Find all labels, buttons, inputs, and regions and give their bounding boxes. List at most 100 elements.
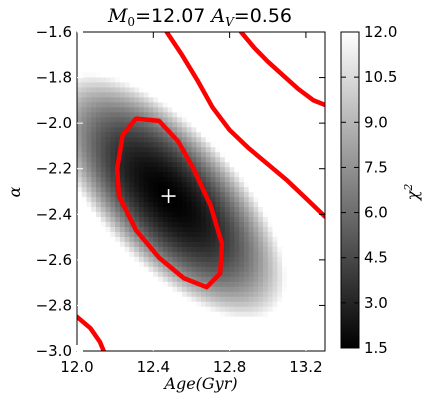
- heatmap-cell: [105, 36, 111, 43]
- heatmap-cell: [110, 106, 116, 113]
- y-tick-label: −2.0: [36, 114, 72, 132]
- heatmap-cell: [172, 32, 178, 38]
- heatmap-cell: [310, 66, 317, 73]
- heatmap-cell: [272, 116, 278, 123]
- heatmap-cell: [162, 186, 169, 193]
- heatmap-cell: [100, 186, 107, 193]
- heatmap-cell: [220, 76, 226, 83]
- heatmap-cell: [263, 131, 269, 138]
- heatmap-cell: [115, 146, 121, 153]
- heatmap-cell: [186, 106, 193, 113]
- heatmap-cell: [115, 56, 121, 63]
- heatmap-cell: [81, 271, 88, 277]
- heatmap-cell: [139, 61, 145, 68]
- heatmap-cell: [153, 321, 159, 327]
- heatmap-cell: [148, 186, 154, 193]
- heatmap-cell: [162, 51, 169, 58]
- heatmap-cell: [239, 186, 245, 193]
- heatmap-cell: [105, 126, 111, 133]
- heatmap-cell: [248, 56, 255, 63]
- heatmap-cell: [86, 246, 92, 252]
- heatmap-cell: [201, 56, 207, 63]
- heatmap-cell: [91, 321, 97, 327]
- heatmap-cell: [210, 51, 216, 58]
- heatmap-cell: [167, 186, 173, 193]
- heatmap-cell: [239, 111, 245, 118]
- heatmap-cell: [158, 241, 164, 247]
- heatmap-cell: [263, 236, 269, 242]
- heatmap-cell: [86, 231, 92, 237]
- heatmap-cell: [124, 146, 131, 153]
- heatmap-cell: [291, 346, 297, 351]
- heatmap-cell: [305, 296, 312, 302]
- heatmap-cell: [191, 296, 197, 302]
- heatmap-cell: [186, 36, 193, 43]
- heatmap-cell: [158, 36, 164, 43]
- heatmap-cell: [186, 311, 193, 317]
- heatmap-cell: [229, 261, 235, 267]
- heatmap-cell: [272, 126, 278, 133]
- heatmap-cell: [77, 226, 83, 232]
- heatmap-cell: [258, 226, 264, 232]
- heatmap-cell: [234, 116, 240, 123]
- heatmap-cell: [258, 106, 264, 113]
- heatmap-cell: [134, 41, 140, 48]
- heatmap-cell: [81, 171, 88, 178]
- heatmap-cell: [291, 201, 297, 208]
- heatmap-cell: [301, 241, 307, 247]
- heatmap-cell: [267, 166, 274, 173]
- heatmap-cell: [124, 196, 131, 203]
- heatmap-cell: [239, 101, 245, 108]
- heatmap-cell: [239, 226, 245, 232]
- heatmap-cell: [105, 61, 111, 68]
- heatmap-cell: [153, 246, 159, 252]
- heatmap-cell: [186, 316, 193, 322]
- heatmap-cell: [215, 296, 221, 302]
- heatmap-cell: [172, 126, 178, 133]
- heatmap-cell: [224, 161, 231, 168]
- heatmap-cell: [158, 266, 164, 272]
- heatmap-cell: [253, 231, 259, 237]
- heatmap-cell: [253, 106, 259, 113]
- heatmap-cell: [229, 286, 235, 292]
- heatmap-cell: [272, 91, 278, 98]
- heatmap-cell: [201, 32, 207, 38]
- heatmap-cell: [267, 151, 274, 158]
- heatmap-cell: [263, 166, 269, 173]
- heatmap-cell: [248, 126, 255, 133]
- heatmap-cell: [220, 221, 226, 227]
- heatmap-cell: [129, 306, 135, 312]
- heatmap-cell: [282, 201, 288, 208]
- heatmap-cell: [301, 121, 307, 128]
- heatmap-cell: [181, 316, 188, 322]
- heatmap-cell: [320, 151, 325, 158]
- heatmap-cell: [263, 71, 269, 78]
- heatmap-cell: [129, 81, 135, 88]
- heatmap-cell: [224, 256, 231, 262]
- heatmap-cell: [296, 141, 302, 148]
- heatmap-cell: [153, 201, 159, 208]
- heatmap-cell: [134, 306, 140, 312]
- heatmap-cell: [243, 286, 250, 292]
- heatmap-cell: [105, 121, 111, 128]
- heatmap-cell: [153, 76, 159, 83]
- heatmap-cell: [181, 76, 188, 83]
- heatmap-cell: [320, 181, 325, 188]
- heatmap-cell: [263, 211, 269, 218]
- heatmap-cell: [148, 181, 154, 188]
- heatmap-cell: [239, 81, 245, 88]
- heatmap-cell: [272, 111, 278, 118]
- heatmap-cell: [110, 56, 116, 63]
- heatmap-cell: [139, 131, 145, 138]
- heatmap-cell: [86, 226, 92, 232]
- heatmap-cell: [153, 51, 159, 58]
- heatmap-cell: [248, 131, 255, 138]
- heatmap-cell: [215, 291, 221, 297]
- heatmap-cell: [143, 306, 150, 312]
- heatmap-cell: [296, 201, 302, 208]
- heatmap-cell: [286, 231, 293, 237]
- heatmap-cell: [243, 191, 250, 198]
- heatmap-cell: [172, 286, 178, 292]
- heatmap-cell: [229, 316, 235, 322]
- heatmap-cell: [310, 346, 317, 351]
